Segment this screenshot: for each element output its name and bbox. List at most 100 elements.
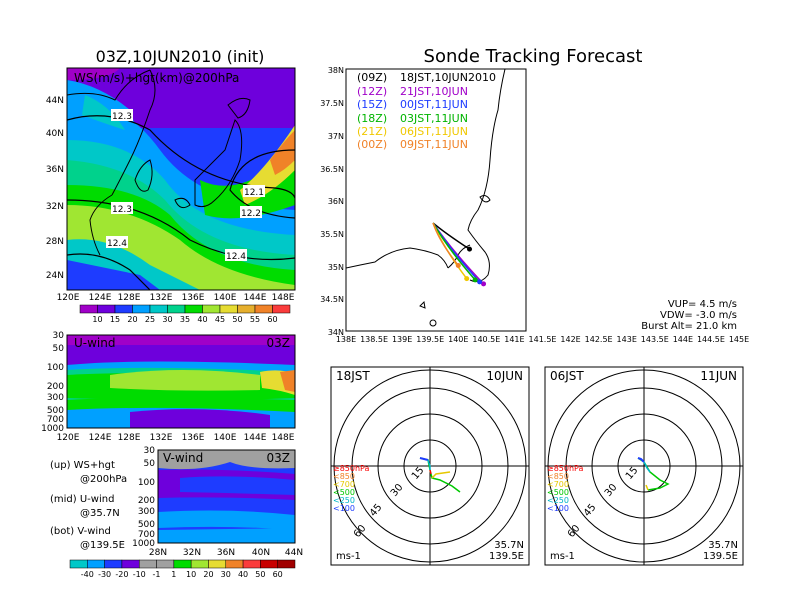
svg-text:140E: 140E: [214, 293, 237, 303]
lon-tick: 138E: [336, 335, 356, 344]
svg-text:148E: 148E: [272, 433, 295, 443]
v-wind-time: 03Z: [267, 451, 291, 465]
svg-text:1000: 1000: [132, 539, 155, 549]
forecast-params: VUP= 4.5 m/s VDW= -3.0 m/s Burst Alt= 21…: [641, 299, 737, 332]
colorbar-tick: 60: [267, 315, 277, 324]
svg-text:700: 700: [47, 415, 64, 425]
colorbar-tick: 55: [250, 315, 260, 324]
colorbar-swatch: [242, 559, 261, 569]
colorbar-tick: 50: [255, 570, 265, 579]
colorbar-swatch: [225, 559, 244, 569]
svg-text:128E: 128E: [118, 293, 141, 303]
svg-text:(up) WS+hgt: (up) WS+hgt: [50, 460, 115, 471]
contour-label: 12.2: [241, 209, 261, 219]
landing-point: [477, 279, 483, 285]
hodo-date: 11JUN: [700, 369, 737, 383]
svg-text:<250: <250: [333, 496, 355, 505]
svg-text:500: 500: [138, 520, 155, 530]
svg-text:28N: 28N: [149, 548, 167, 558]
contour-label: 12.3: [112, 205, 132, 215]
svg-text:(mid) U-wind: (mid) U-wind: [50, 494, 114, 505]
colorbar-swatch: [167, 304, 186, 314]
svg-text:140E: 140E: [214, 433, 237, 443]
svg-text:<700: <700: [547, 480, 569, 489]
svg-text:139.5E: 139.5E: [489, 551, 524, 562]
hodograph-left: 18JST 10JUN 15 30 45 60 ≥850hPa <850 <70…: [330, 366, 530, 566]
lon-tick: 143.5E: [641, 335, 669, 344]
svg-text:@35.7N: @35.7N: [80, 508, 120, 519]
map-lat-ticks: 44N 40N 36N 32N 28N 24N: [46, 96, 64, 281]
svg-text:38N: 38N: [328, 66, 344, 75]
colorbar-tick: 10: [92, 315, 102, 324]
colorbar-swatch: [173, 559, 192, 569]
colorbar-tick: -10: [133, 570, 146, 579]
legend-tag: (18Z): [357, 112, 387, 125]
svg-text:40N: 40N: [46, 129, 64, 139]
colorbar-tick: -20: [115, 570, 128, 579]
svg-text:VUP= 4.5 m/s: VUP= 4.5 m/s: [668, 299, 737, 310]
colorbar-swatch: [138, 559, 157, 569]
svg-text:50: 50: [144, 459, 156, 469]
colorbar-swatch: [97, 304, 116, 314]
svg-text:136E: 136E: [182, 433, 205, 443]
colorbar-swatch: [202, 304, 221, 314]
colorbar-swatch: [190, 559, 209, 569]
colorbar-swatch: [260, 559, 278, 569]
colorbar-swatch: [104, 559, 123, 569]
landing-point: [464, 276, 470, 282]
colorbar-swatch: [184, 304, 203, 314]
u-wind-frame: [66, 334, 296, 429]
colorbar-swatch: [237, 304, 256, 314]
forecast-lon-ticks: 138E 138.5E 139E 139.5E 140E 140.5E 141E 141.5E…: [336, 335, 749, 344]
legend-text: 18JST,10JUN2010: [400, 71, 496, 84]
svg-text:132E: 132E: [150, 293, 173, 303]
lon-tick: 144E: [673, 335, 693, 344]
colorbar-swatch: [208, 559, 227, 569]
legend-text: 06JST,11JUN: [400, 125, 468, 138]
colorbar-tick: 10: [186, 570, 196, 579]
svg-text:128E: 128E: [118, 433, 141, 443]
forecast-lat-ticks: 38N 37.5N 37N 36.5N 36N 35.5N 35N 34.5N …: [320, 66, 344, 337]
svg-text:144E: 144E: [244, 293, 267, 303]
legend-tag: (00Z): [357, 138, 387, 151]
svg-text:35N: 35N: [328, 263, 344, 272]
hodo-date: 10JUN: [486, 369, 523, 383]
hodo-time: 18JST: [336, 369, 370, 383]
svg-text:1000: 1000: [41, 424, 64, 434]
svg-text:ms-1: ms-1: [336, 551, 361, 562]
colorbar-swatch: [149, 304, 168, 314]
v-wind-lat-ticks: 28N 32N 36N 40N 44N: [149, 548, 303, 558]
svg-text:<500: <500: [547, 488, 569, 497]
svg-text:144E: 144E: [244, 433, 267, 443]
colorbar-tick: 50: [232, 315, 242, 324]
colorbar-swatch: [254, 304, 273, 314]
u-wind-field: [67, 335, 295, 428]
colorbar-tick: 20: [127, 315, 137, 324]
u-wind-label: U-wind: [74, 336, 115, 350]
lon-tick: 140E: [448, 335, 468, 344]
sonde-trajectories: [432, 222, 487, 287]
contour-label: 12.1: [244, 188, 264, 198]
colorbar-swatch: [156, 559, 175, 569]
colorbar-tick: -40: [81, 570, 94, 579]
svg-text:44N: 44N: [46, 96, 64, 106]
forecast-title: Sonde Tracking Forecast: [424, 46, 643, 67]
colorbar-tick: 40: [238, 570, 248, 579]
svg-text:<100: <100: [547, 504, 569, 513]
svg-text:<700: <700: [333, 480, 355, 489]
map-label: WS(m/s)+hgt(km)@200hPa: [74, 71, 239, 85]
colorbar-swatch: [79, 304, 98, 314]
svg-text:148E: 148E: [272, 293, 295, 303]
svg-text:VDW= -3.0 m/s: VDW= -3.0 m/s: [660, 310, 737, 321]
forecast-legend: (09Z) 18JST,10JUN2010 (12Z) 21JST,10JUN …: [357, 71, 496, 151]
colorbar-tick: -1: [153, 570, 161, 579]
u-wind-p-ticks: 30 50 100 200 300 500 700 1000: [41, 331, 64, 434]
legend-tag: (21Z): [357, 125, 387, 138]
legend-text: 00JST,11JUN: [400, 98, 468, 111]
svg-text:32N: 32N: [46, 202, 64, 212]
svg-text:120E: 120E: [57, 293, 80, 303]
svg-text:200: 200: [47, 382, 64, 392]
svg-text:<100: <100: [333, 504, 355, 513]
colorbar-swatch: [69, 559, 88, 569]
